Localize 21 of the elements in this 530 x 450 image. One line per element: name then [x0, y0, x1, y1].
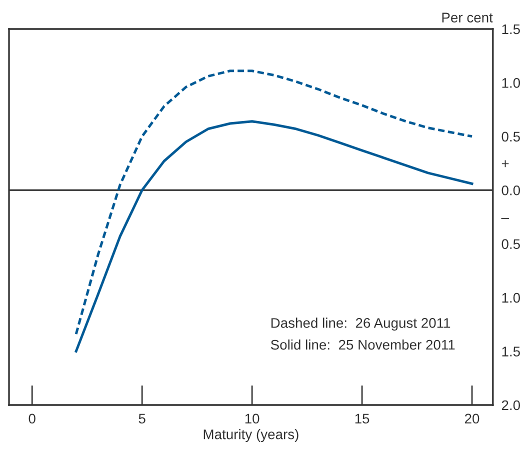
y-tick-label: 1.5: [502, 24, 520, 34]
y-tick-label: 0.0: [502, 185, 520, 196]
y-axis-title: Per cent: [442, 12, 493, 22]
x-axis-title: Maturity (years): [204, 429, 298, 442]
x-tick-label: 5: [138, 414, 146, 424]
x-tick-label: 0: [28, 414, 36, 424]
annotation: Dashed line: 26 August 2011: [271, 318, 450, 331]
y-tick-label: 2.0: [502, 400, 520, 410]
x-tick-label: 15: [355, 414, 370, 424]
y-tick-label: –: [501, 218, 509, 219]
x-tick-label: 10: [245, 414, 260, 424]
y-tick-label: 1.0: [502, 78, 520, 88]
y-tick-label: +: [502, 160, 509, 168]
line-series: [74, 120, 474, 353]
y-tick-label: 0.5: [502, 239, 520, 250]
line-series: [74, 70, 474, 336]
x-tick-label: 20: [464, 414, 480, 424]
annotation: Solid line: 25 November 2011: [270, 339, 455, 350]
y-tick-label: 1.0: [502, 292, 520, 303]
y-tick-label: 1.5: [502, 346, 520, 356]
y-tick-label: 0.5: [502, 132, 520, 142]
